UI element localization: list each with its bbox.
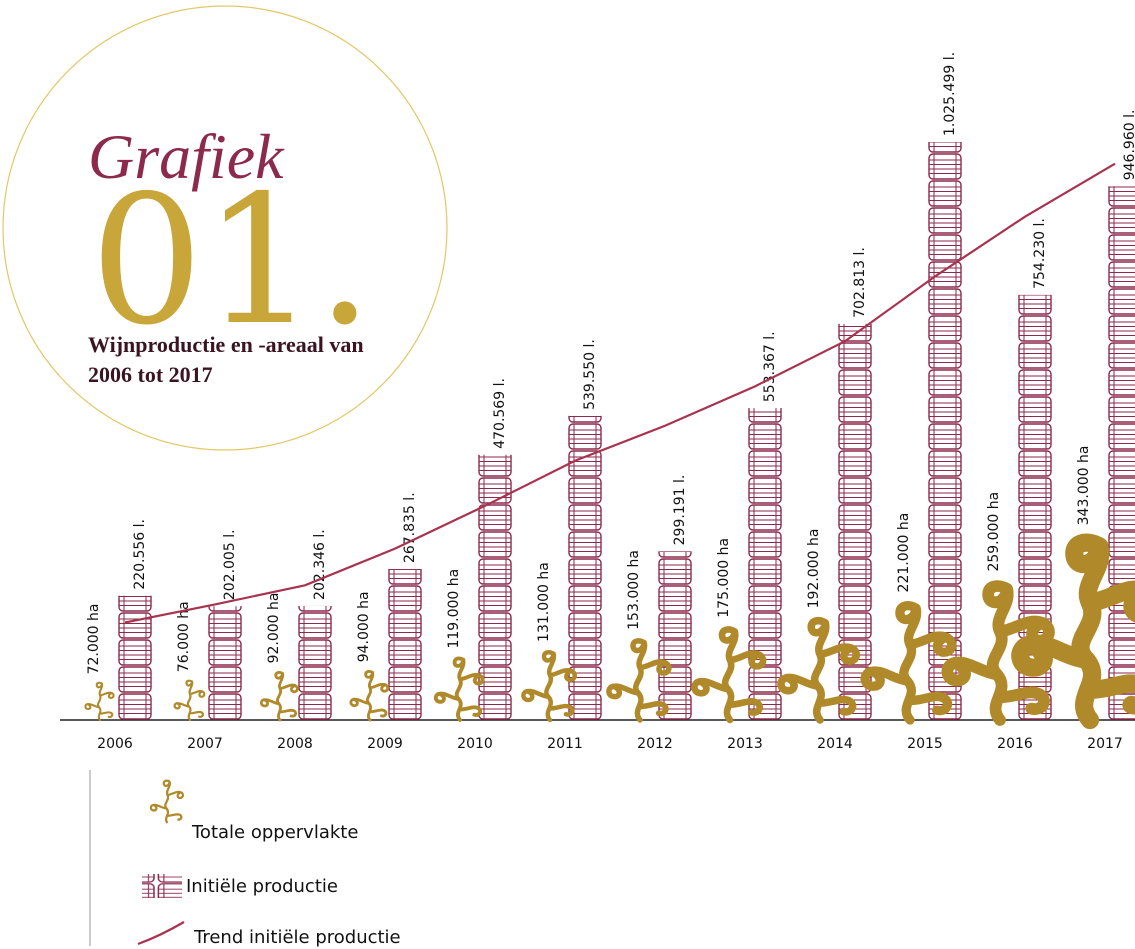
vine [173, 679, 206, 722]
barrel-bar [117, 595, 153, 720]
vine [349, 669, 390, 722]
vine [433, 656, 485, 722]
value-label: 702.813 l. [852, 247, 868, 318]
x-tick-label: 2006 [97, 736, 133, 752]
vine [259, 671, 299, 722]
value-label: 131.000 ha [536, 562, 552, 642]
vine [941, 580, 1055, 726]
chart-number: 01. [90, 157, 373, 364]
barrel-bar [297, 605, 333, 720]
barrel-bar [1107, 186, 1135, 720]
legend-line [137, 921, 185, 946]
x-tick-label: 2008 [277, 736, 313, 752]
x-tick-label: 2016 [997, 736, 1033, 752]
vine [777, 616, 861, 724]
vine [860, 601, 957, 725]
value-label: 343.000 ha [1076, 446, 1092, 526]
subtitle: Wijnproductie en -areaal van [88, 332, 364, 357]
legend-vine [149, 779, 185, 824]
value-label: 754.230 l. [1032, 218, 1048, 289]
value-label: 94.000 ha [356, 591, 372, 662]
barrel-bar [387, 569, 423, 720]
value-label: 153.000 ha [626, 550, 642, 630]
vine [1011, 533, 1135, 730]
x-tick-label: 2015 [907, 736, 943, 752]
value-label: 299.191 l. [672, 475, 688, 546]
subtitle: 2006 tot 2017 [88, 362, 213, 387]
x-tick-label: 2017 [1087, 736, 1123, 752]
barrel-bar [747, 408, 783, 720]
legend-label: Totale oppervlakte [191, 822, 358, 843]
value-label: 220.556 l. [132, 519, 148, 590]
barrel-bar [927, 141, 963, 721]
x-tick-label: 2012 [637, 736, 673, 752]
value-label: 119.000 ha [446, 569, 462, 649]
value-label: 470.569 l. [492, 378, 508, 449]
value-label: 1.025.499 l. [942, 52, 958, 136]
value-label: 267.835 l. [402, 492, 418, 563]
value-label: 221.000 ha [896, 513, 912, 593]
legend-label: Initiële productie [186, 876, 338, 897]
value-label: 175.000 ha [716, 538, 732, 618]
x-tick-label: 2010 [457, 736, 493, 752]
x-tick-label: 2007 [187, 736, 223, 752]
barrel-bar [657, 551, 693, 720]
value-label: 92.000 ha [266, 593, 282, 664]
trend-line [124, 162, 1116, 624]
value-label: 76.000 ha [176, 601, 192, 672]
x-tick-label: 2013 [727, 736, 763, 752]
value-label: 72.000 ha [86, 604, 102, 675]
barrel-bar [207, 606, 243, 720]
title-circle [2, 5, 448, 451]
vine [521, 650, 577, 723]
value-label: 539.550 l. [582, 339, 598, 410]
vine [84, 681, 115, 722]
value-label: 202.005 l. [222, 529, 238, 600]
value-label: 946.960 l. [1122, 110, 1135, 181]
value-label: 192.000 ha [806, 529, 822, 609]
x-tick-label: 2009 [367, 736, 403, 752]
value-label: 202.346 l. [312, 529, 328, 600]
vine [606, 638, 672, 723]
chart-title: Grafiek [88, 121, 285, 192]
value-label: 259.000 ha [986, 492, 1002, 572]
x-tick-label: 2011 [547, 736, 583, 752]
vine [691, 626, 767, 724]
legend-barrel [142, 874, 182, 898]
x-tick-label: 2014 [817, 736, 853, 752]
legend-label: Trend initiële productie [193, 927, 401, 948]
value-label: 553.367 l. [762, 331, 778, 402]
